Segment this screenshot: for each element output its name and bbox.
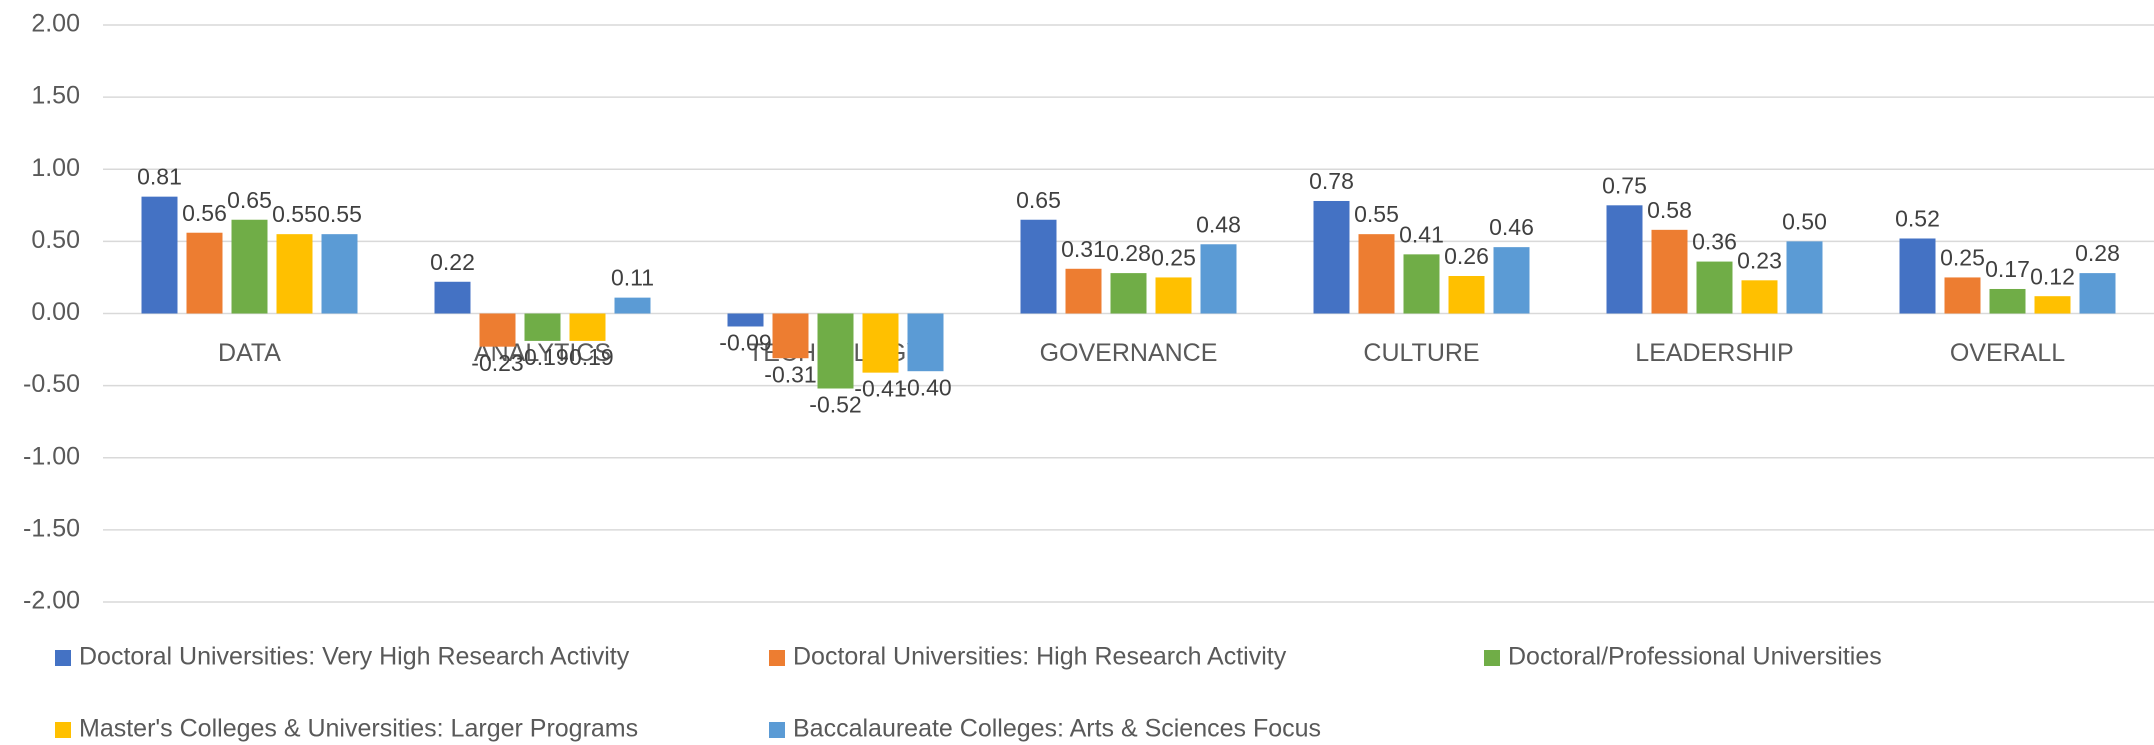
data-label: 0.31 (1061, 236, 1106, 262)
legend-swatch (769, 722, 785, 738)
data-label: 0.50 (1782, 208, 1827, 234)
data-label: 0.55 (272, 201, 317, 227)
data-label: -0.19 (561, 344, 613, 370)
data-label: -0.40 (899, 374, 951, 400)
bar (479, 313, 516, 347)
bar (1989, 288, 2026, 314)
y-tick-label: -1.50 (23, 514, 80, 542)
bar (569, 313, 606, 341)
data-label: 0.56 (182, 200, 227, 226)
legend-swatch (1484, 650, 1500, 666)
bar (1110, 273, 1147, 314)
legend-swatch (55, 650, 71, 666)
data-label: 0.17 (1985, 256, 2030, 282)
data-label: 0.48 (1196, 211, 1241, 237)
data-label: -0.31 (764, 361, 816, 387)
y-tick-label: -2.00 (23, 587, 80, 615)
bar (817, 313, 854, 389)
legend-label: Doctoral Universities: High Research Act… (793, 643, 1287, 671)
data-label: 0.23 (1737, 247, 1782, 273)
bar (1448, 275, 1485, 314)
y-tick-label: 0.50 (31, 226, 80, 254)
data-label: 0.26 (1444, 243, 1489, 269)
bar (2034, 296, 2071, 314)
data-label: -0.52 (809, 392, 861, 418)
data-label: 0.65 (227, 187, 272, 213)
bar (1899, 238, 1936, 314)
data-label: -0.19 (516, 344, 568, 370)
legend-label: Master's Colleges & Universities: Larger… (79, 715, 638, 743)
x-tick-label: CULTURE (1363, 339, 1479, 367)
data-label: 0.36 (1692, 229, 1737, 255)
legend-label: Baccalaureate Colleges: Arts & Sciences … (793, 715, 1321, 743)
data-label: 0.22 (430, 249, 475, 275)
data-label: 0.25 (1151, 245, 1196, 271)
bar (186, 232, 223, 314)
data-label: 0.55 (1354, 201, 1399, 227)
y-tick-label: 2.00 (31, 10, 80, 38)
data-label: -0.09 (719, 330, 771, 356)
bar (276, 234, 313, 314)
bar (1944, 277, 1981, 314)
bar (434, 281, 471, 314)
bar (1020, 219, 1057, 314)
y-tick-label: -0.50 (23, 370, 80, 398)
x-tick-label: GOVERNANCE (1040, 339, 1218, 367)
x-tick-label: DATA (218, 339, 281, 367)
bar (1403, 254, 1440, 314)
x-tick-label: LEADERSHIP (1635, 339, 1793, 367)
bar (141, 196, 178, 314)
data-label: -0.41 (854, 376, 906, 402)
data-label: 0.41 (1399, 221, 1444, 247)
x-tick-label: OVERALL (1950, 339, 2065, 367)
y-tick-label: -1.00 (23, 442, 80, 470)
legend-label: Doctoral/Professional Universities (1508, 643, 1882, 671)
legend-label: Doctoral Universities: Very High Researc… (79, 643, 630, 671)
bar (614, 297, 651, 314)
data-label: 0.58 (1647, 197, 1692, 223)
bar (1200, 244, 1237, 314)
bar (1696, 261, 1733, 314)
data-label: 0.28 (2075, 240, 2120, 266)
data-label: 0.75 (1602, 172, 1647, 198)
legend-swatch (55, 722, 71, 738)
data-label: 0.12 (2030, 263, 2075, 289)
bar (1606, 205, 1643, 314)
bar (2079, 273, 2116, 314)
data-label: 0.11 (611, 265, 654, 291)
bar (1358, 234, 1395, 314)
bar (321, 234, 358, 314)
bar (231, 219, 268, 314)
y-tick-label: 1.50 (31, 82, 80, 110)
bar (907, 313, 944, 372)
bar (1651, 229, 1688, 314)
legend-swatch (769, 650, 785, 666)
data-label: 0.46 (1489, 214, 1534, 240)
y-tick-label: 1.00 (31, 154, 80, 182)
bar (1155, 277, 1192, 314)
bar (862, 313, 899, 373)
bar (727, 313, 764, 327)
data-label: 0.52 (1895, 206, 1940, 232)
bar (1741, 280, 1778, 314)
bar (1493, 247, 1530, 314)
bar (1786, 241, 1823, 314)
bar (524, 313, 561, 341)
data-label: 0.25 (1940, 245, 1985, 271)
data-label: 0.81 (137, 164, 182, 190)
data-label: 0.65 (1016, 187, 1061, 213)
data-label: 0.78 (1309, 168, 1354, 194)
data-label: 0.55 (317, 201, 362, 227)
y-tick-label: 0.00 (31, 298, 80, 326)
data-label: 0.28 (1106, 240, 1151, 266)
bar (1313, 200, 1350, 314)
data-label: -0.23 (471, 350, 523, 376)
bar (772, 313, 809, 359)
bar (1065, 268, 1102, 314)
